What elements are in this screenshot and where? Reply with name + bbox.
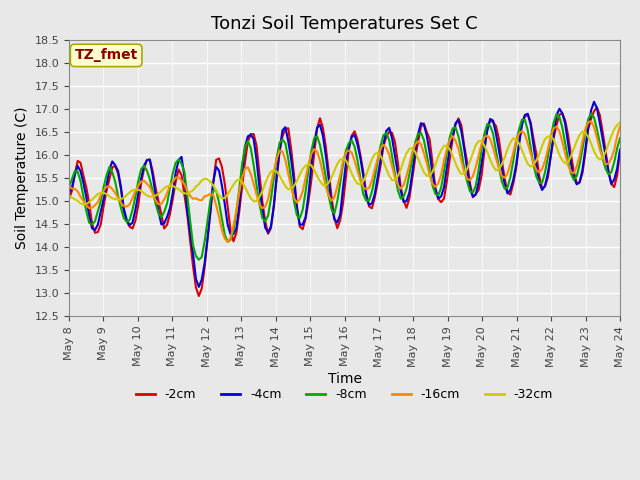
-2cm bbox=[296, 224, 303, 229]
-16cm bbox=[132, 188, 140, 194]
-8cm bbox=[345, 140, 353, 146]
-4cm bbox=[383, 128, 390, 133]
X-axis label: Time: Time bbox=[328, 372, 362, 386]
-2cm bbox=[132, 218, 140, 224]
-32cm bbox=[414, 156, 422, 161]
-4cm bbox=[195, 284, 203, 290]
-8cm bbox=[383, 130, 390, 136]
Line: -16cm: -16cm bbox=[69, 121, 620, 242]
-16cm bbox=[345, 147, 353, 153]
-32cm bbox=[65, 192, 73, 198]
-16cm bbox=[296, 196, 303, 202]
-8cm bbox=[65, 184, 73, 190]
-16cm bbox=[616, 123, 624, 129]
Title: Tonzi Soil Temperatures Set C: Tonzi Soil Temperatures Set C bbox=[211, 15, 478, 33]
Text: TZ_fmet: TZ_fmet bbox=[74, 48, 138, 62]
-16cm bbox=[588, 118, 595, 124]
-8cm bbox=[296, 216, 303, 221]
-4cm bbox=[132, 207, 140, 213]
-2cm bbox=[65, 196, 73, 202]
-16cm bbox=[383, 145, 390, 151]
-32cm bbox=[616, 120, 624, 125]
Legend: -2cm, -4cm, -8cm, -16cm, -32cm: -2cm, -4cm, -8cm, -16cm, -32cm bbox=[131, 383, 558, 406]
-32cm bbox=[296, 172, 303, 178]
-2cm bbox=[290, 172, 298, 178]
-16cm bbox=[414, 138, 422, 144]
-4cm bbox=[345, 144, 353, 150]
-4cm bbox=[65, 191, 73, 196]
-4cm bbox=[616, 147, 624, 153]
-8cm bbox=[616, 135, 624, 141]
-2cm bbox=[383, 133, 390, 139]
-32cm bbox=[134, 187, 142, 192]
-8cm bbox=[290, 199, 298, 204]
-16cm bbox=[290, 195, 298, 201]
-32cm bbox=[79, 202, 87, 207]
-16cm bbox=[224, 239, 232, 245]
-8cm bbox=[195, 257, 203, 263]
-2cm bbox=[593, 105, 601, 110]
Y-axis label: Soil Temperature (C): Soil Temperature (C) bbox=[15, 107, 29, 249]
-2cm bbox=[414, 139, 422, 145]
-4cm bbox=[290, 179, 298, 185]
-8cm bbox=[414, 131, 422, 137]
-32cm bbox=[290, 183, 298, 189]
-32cm bbox=[345, 163, 353, 169]
-2cm bbox=[195, 293, 203, 299]
Line: -4cm: -4cm bbox=[69, 102, 620, 287]
-4cm bbox=[296, 222, 303, 228]
-8cm bbox=[588, 111, 595, 117]
Line: -8cm: -8cm bbox=[69, 114, 620, 260]
-4cm bbox=[414, 131, 422, 137]
-2cm bbox=[345, 147, 353, 153]
-16cm bbox=[65, 184, 73, 190]
Line: -2cm: -2cm bbox=[69, 108, 620, 296]
-2cm bbox=[616, 149, 624, 155]
-32cm bbox=[383, 166, 390, 172]
Line: -32cm: -32cm bbox=[69, 122, 620, 204]
-8cm bbox=[132, 194, 140, 200]
-4cm bbox=[590, 99, 598, 105]
